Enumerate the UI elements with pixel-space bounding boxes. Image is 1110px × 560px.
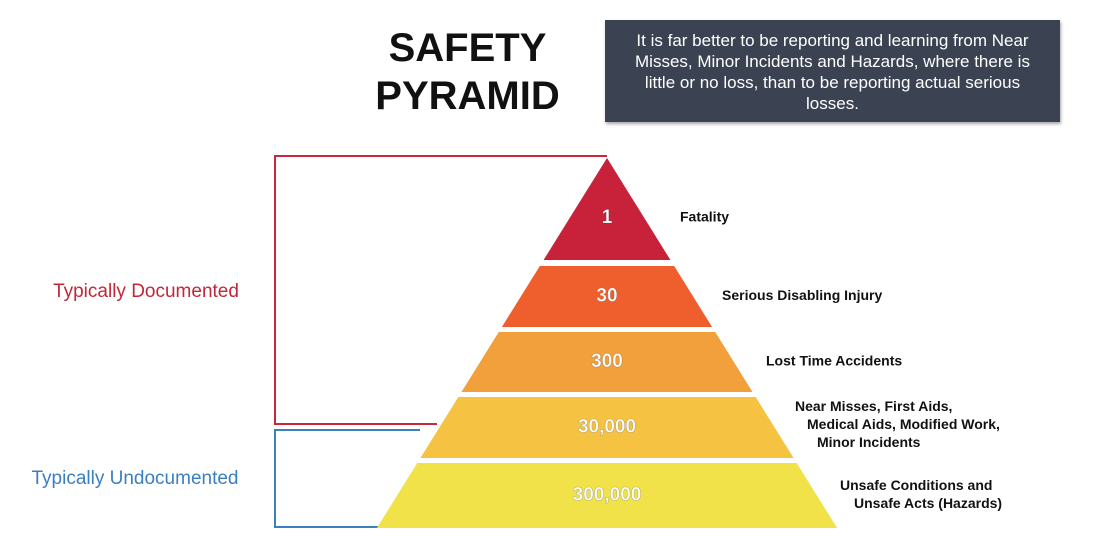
pyramid-level bbox=[501, 266, 713, 327]
documented-label: Typically Documented bbox=[53, 281, 239, 302]
level-description: Fatality bbox=[680, 209, 729, 225]
pyramid-level bbox=[461, 332, 753, 392]
pyramid-level bbox=[376, 463, 838, 528]
level-description: Serious Disabling Injury bbox=[722, 287, 882, 303]
level-count: 300 bbox=[591, 351, 623, 372]
undocumented-label: Typically Undocumented bbox=[32, 468, 239, 489]
level-count: 30,000 bbox=[578, 417, 636, 438]
documented-bracket bbox=[274, 155, 607, 425]
level-count: 1 bbox=[602, 207, 613, 228]
title: SAFETY PYRAMID bbox=[375, 26, 560, 118]
undocumented-bracket bbox=[274, 429, 420, 528]
level-count: 300,000 bbox=[573, 485, 642, 506]
level-description: Minor Incidents bbox=[817, 434, 921, 450]
note-box: It is far better to be reporting and lea… bbox=[605, 20, 1060, 122]
level-count: 30 bbox=[596, 286, 617, 307]
level-description: Unsafe Conditions and bbox=[840, 477, 992, 493]
pyramid-level bbox=[543, 158, 671, 260]
level-description: Unsafe Acts (Hazards) bbox=[854, 495, 1002, 511]
level-description: Medical Aids, Modified Work, bbox=[807, 416, 1000, 432]
pyramid-level bbox=[420, 397, 794, 458]
level-description: Lost Time Accidents bbox=[766, 353, 902, 369]
level-description: Near Misses, First Aids, bbox=[795, 398, 952, 414]
